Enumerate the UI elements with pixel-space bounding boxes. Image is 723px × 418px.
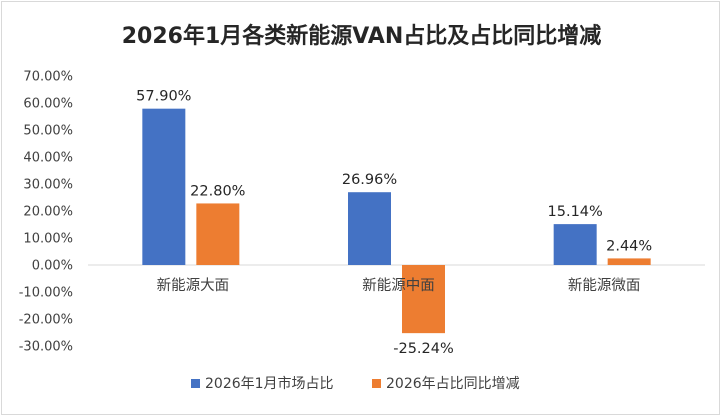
y-tick-label: 70.00%: [23, 70, 73, 85]
bar: [348, 192, 391, 265]
legend-label: 2026年1月市场占比: [205, 375, 334, 392]
bar: [553, 224, 597, 265]
y-tick-label: 10.00%: [23, 232, 73, 247]
y-tick-label: 40.00%: [23, 151, 73, 166]
bar: [402, 265, 445, 334]
legend-swatch: [191, 379, 200, 388]
data-label: 57.90%: [136, 89, 191, 105]
y-tick-label: 50.00%: [23, 124, 73, 139]
legend-swatch: [372, 379, 381, 388]
bar: [607, 258, 651, 265]
data-label: -25.24%: [393, 341, 454, 357]
y-tick-label: 0.00%: [32, 259, 73, 274]
y-tick-label: -30.00%: [19, 340, 73, 355]
y-tick-label: 20.00%: [23, 205, 73, 220]
category-label: 新能源大面: [157, 277, 230, 294]
y-tick-label: 30.00%: [23, 178, 73, 193]
category-label: 新能源微面: [568, 277, 641, 294]
legend-label: 2026年占比同比增减: [386, 376, 520, 392]
chart-title: 2026年1月各类新能源VAN占比及占比同比增减: [121, 24, 602, 49]
category-label: 新能源中面: [362, 277, 435, 294]
y-tick-label: -10.00%: [19, 286, 73, 301]
data-label: 26.96%: [342, 172, 397, 188]
y-tick-label: 60.00%: [23, 97, 73, 112]
data-label: 22.80%: [190, 183, 245, 199]
bar: [196, 203, 240, 265]
bar: [142, 108, 186, 265]
data-label: 2.44%: [606, 238, 652, 254]
data-label: 15.14%: [548, 204, 603, 220]
y-tick-label: -20.00%: [19, 313, 73, 328]
